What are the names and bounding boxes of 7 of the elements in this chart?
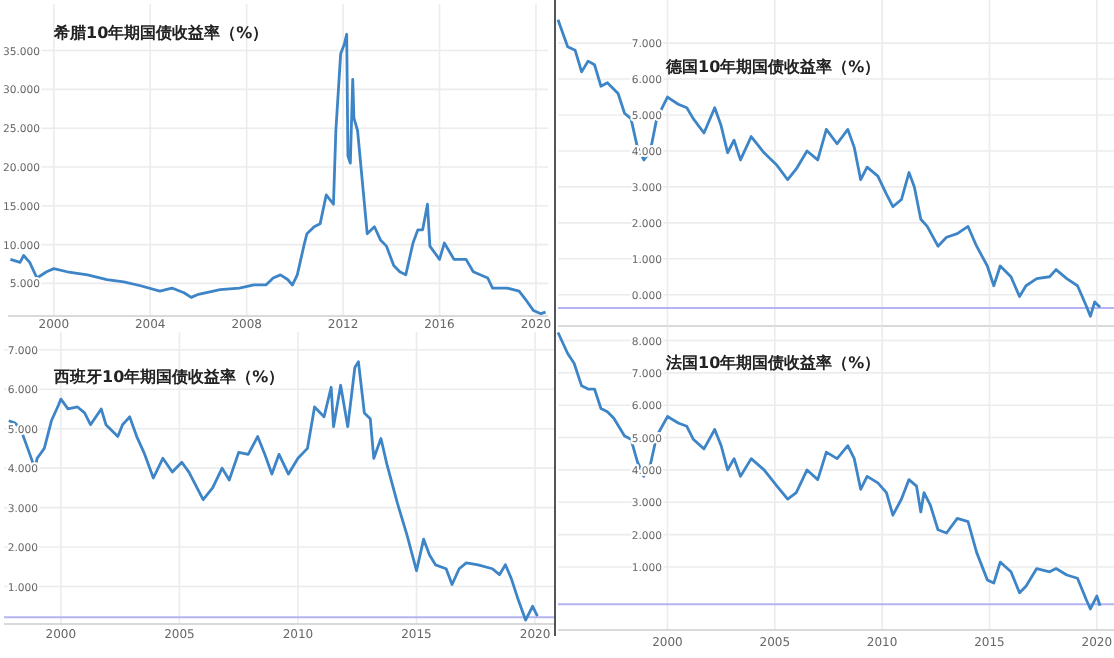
line-series <box>7 360 539 622</box>
text: 西班牙10年期国债收益率（%） <box>52 366 285 386</box>
text: 德国10年期国债收益率（%） <box>664 56 881 76</box>
line-series <box>556 331 1102 611</box>
line-series <box>556 18 1102 318</box>
text: 法国10年期国债收益率（%） <box>664 352 881 372</box>
text: 希腊10年期国债收益率（%） <box>52 22 269 42</box>
